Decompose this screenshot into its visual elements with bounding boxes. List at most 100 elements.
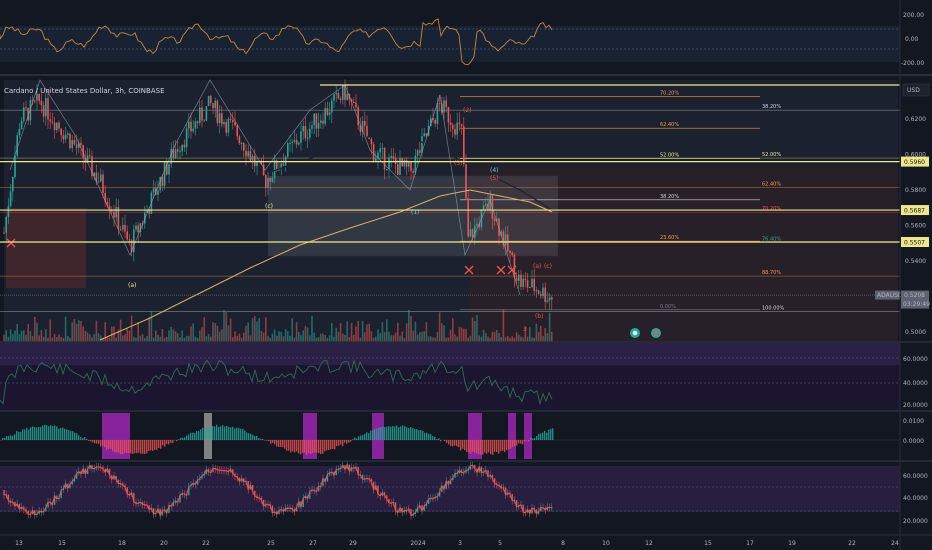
volume-bar: [410, 316, 412, 342]
stoch-candle-body: [463, 472, 465, 474]
volume-bar: [542, 335, 544, 342]
macd-bar: [390, 426, 392, 440]
candle-body: [216, 100, 219, 124]
stoch-candle-body: [126, 487, 128, 494]
volume-bar: [533, 337, 535, 342]
event-icons[interactable]: [630, 328, 661, 338]
rsi-pane: 60.0000 40.0000 20.0000: [0, 343, 928, 410]
fib-levels-mid: 70.20% 62.40% 52.00% 38.20% 23.60% 0.00%: [460, 90, 760, 311]
volume-bar: [232, 337, 234, 342]
stoch-candle-body: [243, 478, 245, 482]
macd-bar: [210, 426, 212, 440]
macd-bar: [202, 427, 204, 440]
macd-bar: [444, 440, 446, 442]
volume-bar: [320, 333, 322, 342]
candle-body: [456, 122, 458, 135]
stoch-candle-body: [42, 511, 45, 513]
volume-bar: [122, 335, 124, 342]
stoch-candle-body: [487, 470, 489, 477]
stoch-candle-body: [240, 478, 243, 482]
macd-bar: [90, 440, 92, 442]
candle-body: [181, 144, 183, 152]
stoch-pane: 60.0000 40.0000 20.0000: [0, 460, 928, 534]
volume-bar: [372, 337, 375, 342]
fib-mid-label: 23.60%: [660, 235, 679, 241]
candle-body: [328, 112, 331, 115]
stoch-tick-20: 20.0000: [903, 518, 928, 525]
volume-bar: [139, 335, 142, 342]
stoch-candle-body: [394, 502, 397, 512]
price-pane[interactable]: 38.20% 52.00% 62.40% 70.20% 76.40% 88.70% 100.…: [0, 79, 930, 342]
rsi-tick-40: 40.0000: [903, 380, 928, 387]
candle-body: [452, 124, 454, 130]
stoch-candle-body: [533, 507, 535, 510]
stoch-candle-body: [423, 505, 425, 511]
macd-bar: [142, 440, 144, 454]
stoch-candle-body: [522, 504, 524, 513]
currency-box[interactable]: [902, 83, 930, 97]
candle-body: [95, 172, 98, 182]
volume-bar: [56, 336, 58, 342]
candle-body: [137, 225, 139, 233]
candle-body: [254, 155, 256, 167]
macd-bar: [96, 440, 98, 444]
candle-body: [207, 95, 210, 107]
candle-body: [188, 121, 190, 129]
price-axis[interactable]: 0.6200 0.6000 0.5800 0.5600 0.5400 0.5000: [905, 116, 926, 336]
candle-body: [199, 107, 201, 124]
volume-bar: [203, 317, 205, 342]
candle-body: [251, 155, 254, 161]
fib-right-label: 62.40%: [762, 181, 781, 187]
macd-bar: [508, 440, 510, 450]
stoch-candle-body: [34, 510, 36, 515]
volume-bar: [438, 312, 441, 342]
macd-bar: [454, 440, 456, 446]
macd-bar: [522, 440, 524, 445]
macd-bar: [270, 440, 272, 444]
volume-bar: [185, 335, 188, 342]
macd-bar: [126, 440, 128, 454]
stoch-candle-body: [89, 465, 91, 470]
volume-bar: [227, 325, 230, 342]
macd-bar: [24, 429, 26, 440]
candle-body: [115, 207, 117, 218]
volume-bars: [3, 309, 553, 342]
macd-bar: [200, 429, 202, 440]
candle-body: [529, 287, 531, 289]
stoch-candle-body: [203, 474, 205, 476]
stoch-candle-body: [546, 507, 549, 510]
osc-tick-minus200: -200.00: [901, 60, 924, 67]
candle-body: [537, 290, 540, 294]
fib-mid-label: 52.00%: [660, 152, 679, 158]
macd-bar: [48, 426, 50, 440]
macd-bar: [58, 428, 60, 440]
macd-bar: [180, 437, 182, 440]
macd-bar: [352, 439, 354, 440]
candle-body: [542, 287, 544, 297]
volume-bar: [34, 316, 36, 342]
macd-bar: [412, 428, 414, 440]
macd-bar: [94, 440, 96, 444]
volume-bar: [111, 326, 113, 342]
volume-bar: [333, 336, 335, 342]
stoch-candle-body: [399, 507, 401, 513]
candle-body: [47, 98, 49, 120]
macd-bar: [122, 440, 124, 455]
volume-bar: [262, 332, 265, 342]
stoch-candle-body: [540, 507, 542, 512]
macd-bar: [472, 440, 474, 452]
macd-bar: [436, 439, 438, 440]
volume-bar: [194, 336, 197, 342]
stoch-candle-body: [67, 483, 69, 489]
candle-body: [265, 175, 267, 188]
volume-bar: [9, 329, 12, 342]
stoch-candle-body: [58, 498, 60, 500]
candle-body: [531, 278, 533, 288]
macd-bar: [144, 440, 146, 454]
volume-bar: [152, 337, 155, 342]
stoch-candle-body: [346, 464, 348, 470]
volume-bar: [317, 337, 320, 342]
volume-bar: [267, 335, 269, 342]
time-axis[interactable]: 13 15 18 20 22 25 27 29 2024 3 5 8 10 12 15 17 19 22 24: [0, 535, 932, 550]
